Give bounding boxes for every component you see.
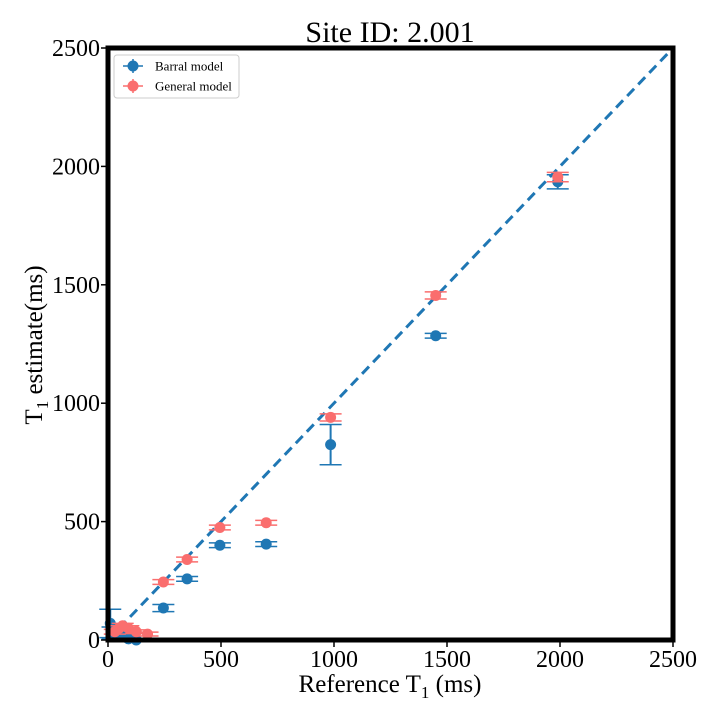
x-axis-label-unit: (ms): [429, 671, 481, 698]
general-model-point: [325, 411, 337, 423]
legend: Barral model General model: [113, 54, 240, 99]
general-model-series: [103, 171, 569, 640]
general-model-point: [142, 628, 154, 640]
legend-label: General model: [155, 79, 232, 94]
general-model-point: [130, 626, 142, 638]
general-model-point: [181, 553, 193, 565]
y-tick-label: 0: [88, 628, 100, 654]
identity-line: [106, 46, 675, 642]
axis-ticks: 0 500 1000 1500 2000 2500 0 500 1000 1500 2000 2500: [52, 36, 697, 673]
x-tick-label: 2500: [649, 647, 697, 673]
general-model-point: [260, 517, 272, 529]
chart-title: Site ID: 2.001: [305, 16, 474, 49]
x-axis-label-main: Reference T: [299, 671, 421, 698]
y-tick-label: 1000: [52, 391, 100, 417]
barral-model-point: [430, 330, 442, 342]
barral-model-point: [181, 573, 193, 585]
y-tick-label: 500: [64, 510, 100, 536]
y-axis-label-unit: estimate(ms): [21, 265, 48, 400]
y-axis-label-subscript: 1: [33, 401, 52, 410]
x-tick-label: 1000: [310, 647, 358, 673]
plot-area: [99, 45, 676, 646]
x-tick-label: 0: [102, 647, 114, 673]
x-axis-label-subscript: 1: [421, 683, 430, 702]
x-tick-label: 1500: [423, 647, 471, 673]
x-tick-label: 500: [203, 647, 239, 673]
barral-model-point: [214, 539, 226, 551]
y-axis-label-main: T: [21, 409, 48, 424]
barral-model-point: [260, 538, 272, 550]
barral-model-point: [157, 602, 169, 614]
y-tick-label: 1500: [52, 273, 100, 299]
x-tick-label: 2000: [536, 647, 584, 673]
x-axis-label: Reference T1 (ms): [299, 671, 482, 702]
legend-item-general-model: General model: [123, 79, 232, 94]
legend-item-barral-model: Barral model: [123, 59, 224, 74]
general-model-point: [214, 522, 226, 534]
general-model-point: [430, 289, 442, 301]
y-axis-label: T1 estimate(ms): [21, 265, 52, 424]
legend-marker: [127, 60, 139, 72]
legend-marker: [127, 80, 139, 92]
y-tick-label: 2000: [52, 154, 100, 180]
barral-model-point: [325, 439, 337, 451]
legend-box: [113, 54, 240, 99]
plot-frame: [105, 45, 676, 643]
general-model-point: [157, 576, 169, 588]
y-tick-label: 2500: [52, 36, 100, 62]
legend-label: Barral model: [155, 59, 224, 74]
general-model-point: [552, 171, 564, 183]
